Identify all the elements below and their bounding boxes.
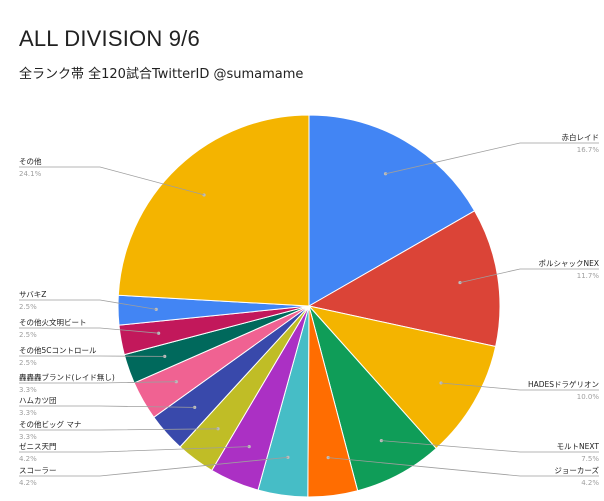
leader-line: [19, 456, 288, 477]
chart-title: ALL DIVISION 9/6: [19, 26, 200, 51]
slice-percent-label: 16.7%: [577, 146, 600, 154]
leader-dot: [326, 456, 330, 460]
slice-label: ゼニス天門: [19, 441, 57, 451]
leader-line: [385, 142, 599, 175]
leader-line: [440, 382, 599, 391]
slice-label: 赤白レイド: [562, 132, 600, 142]
slice-percent-label: 4.2%: [19, 479, 37, 487]
pie-slice: [307, 210, 501, 348]
pie-slice: [307, 305, 497, 450]
slice-percent-label: 3.3%: [19, 409, 37, 417]
slice-label: サバキZ: [19, 290, 46, 299]
slice-label: その他: [19, 156, 42, 166]
slice-label: ポルシャックNEX: [539, 259, 600, 268]
leader-line: [19, 428, 219, 431]
slice-label: HADESドラゲリオン: [528, 380, 599, 389]
slice-percent-label: 7.5%: [581, 455, 599, 463]
slice-percent-label: 4.2%: [19, 455, 37, 463]
slice-percent-label: 3.3%: [19, 433, 37, 441]
slice-percent-label: 11.7%: [577, 272, 600, 280]
slice-percent-label: 3.3%: [19, 386, 37, 394]
leader-line: [19, 166, 205, 196]
chart-subtitle: 全ランク帯 全120試合TwitterID @sumamame: [19, 67, 304, 82]
slice-percent-label: 2.5%: [19, 303, 37, 311]
leader-line: [19, 327, 159, 334]
leader-line: [381, 440, 599, 453]
leader-dot: [193, 405, 197, 410]
leader-line: [459, 268, 599, 283]
slice-label: ハムカツ団: [19, 396, 57, 405]
leader-dot: [154, 307, 158, 311]
pie-slice: [117, 114, 310, 307]
slice-percent-label: 24.1%: [19, 170, 42, 178]
slice-label: スコーラー: [19, 466, 57, 475]
leader-dot: [157, 331, 161, 335]
leader-dot: [286, 455, 290, 459]
leader-line: [19, 381, 177, 384]
slice-label: ジョーカーズ: [554, 465, 599, 475]
slice-percent-label: 2.5%: [19, 359, 37, 367]
slice-label: その他ビッグ マナ: [19, 419, 81, 429]
slice-label: 轟轟轟ブランド(レイド無し): [19, 372, 115, 382]
slice-percent-label: 10.0%: [577, 393, 600, 401]
leader-line: [19, 405, 195, 408]
leader-line: [328, 457, 599, 477]
slice-percent-label: 2.5%: [19, 331, 37, 339]
slice-label: その他火文明ビート: [19, 317, 87, 327]
slice-label: その他5Cコントロール: [19, 345, 97, 355]
leader-dot: [216, 427, 220, 431]
leader-line: [19, 299, 157, 310]
slice-percent-label: 4.2%: [581, 479, 599, 487]
slice-label: モルトNEXT: [557, 442, 600, 451]
leader-dot: [458, 280, 462, 285]
leader-line: [19, 446, 250, 453]
